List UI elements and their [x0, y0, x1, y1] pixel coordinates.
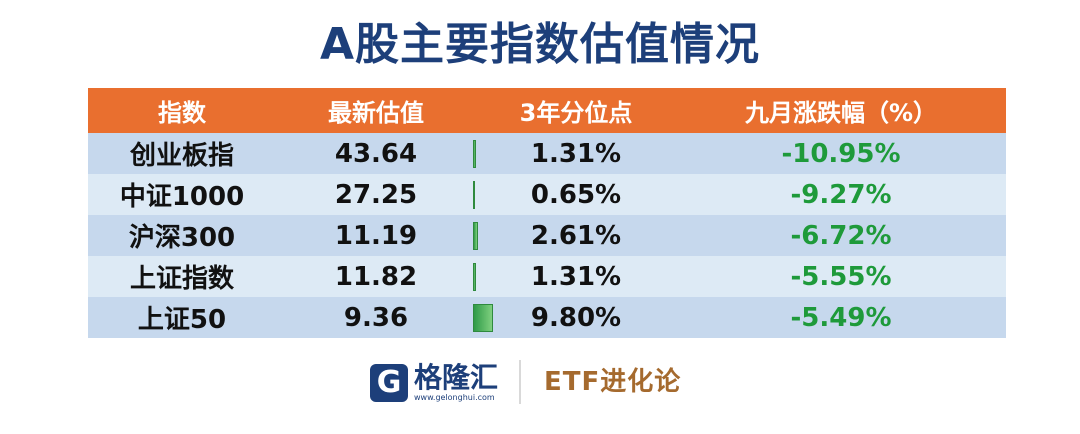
change-value: -10.95%: [781, 138, 901, 169]
header-index: 指数: [158, 99, 206, 127]
percentile-bar: [473, 262, 476, 291]
percentile-bar: [473, 221, 479, 250]
change-value: -5.49%: [790, 302, 892, 333]
valuation-table: 指数 最新估值 3年分位点 九月涨跌幅（%） 创业板指 43.64 1.31% …: [88, 88, 1006, 340]
percentile-bar: [473, 180, 475, 209]
logo-url: www.gelonghui.com: [414, 393, 495, 402]
valuation-value: 11.82: [334, 261, 418, 292]
valuation-value: 9.36: [343, 302, 409, 333]
percentile-value: 1.31%: [530, 138, 622, 169]
index-name: 上证50: [137, 305, 227, 335]
index-name: 创业板指: [129, 141, 234, 171]
page-title: A股主要指数估值情况: [319, 19, 761, 70]
percentile-value: 1.31%: [530, 261, 622, 292]
brand-name: ETF进化论: [544, 367, 682, 397]
header-valuation: 最新估值: [328, 99, 424, 127]
header-percentile: 3年分位点: [519, 99, 633, 127]
footer-divider: [519, 360, 521, 404]
header-change: 九月涨跌幅（%）: [744, 99, 938, 127]
index-name: 上证指数: [129, 264, 234, 294]
table-row: 创业板指 43.64 1.31% -10.95%: [88, 133, 1006, 174]
percentile-value: 2.61%: [530, 220, 622, 251]
percentile-value: 0.65%: [530, 179, 622, 210]
table-row: 沪深300 11.19 2.61% -6.72%: [88, 215, 1006, 256]
valuation-value: 11.19: [334, 220, 418, 251]
percentile-value: 9.80%: [530, 302, 622, 333]
footer: G 格隆汇 www.gelonghui.com ETF进化论: [0, 356, 1080, 416]
table-row: 中证1000 27.25 0.65% -9.27%: [88, 174, 1006, 215]
logo-text: 格隆汇: [414, 361, 499, 394]
table-row: 上证50 9.36 9.80% -5.49%: [88, 297, 1006, 338]
change-value: -5.55%: [790, 261, 892, 292]
index-name: 中证1000: [119, 182, 245, 212]
valuation-value: 27.25: [334, 179, 418, 210]
gelonghui-logo-icon: G: [370, 364, 408, 402]
change-value: -6.72%: [790, 220, 892, 251]
table-row: 上证指数 11.82 1.31% -5.55%: [88, 256, 1006, 297]
percentile-bar: [473, 139, 476, 168]
table-header-row: 指数 最新估值 3年分位点 九月涨跌幅（%）: [88, 88, 1006, 133]
percentile-bar: [473, 303, 493, 332]
valuation-value: 43.64: [334, 138, 418, 169]
change-value: -9.27%: [790, 179, 892, 210]
index-name: 沪深300: [128, 223, 236, 253]
